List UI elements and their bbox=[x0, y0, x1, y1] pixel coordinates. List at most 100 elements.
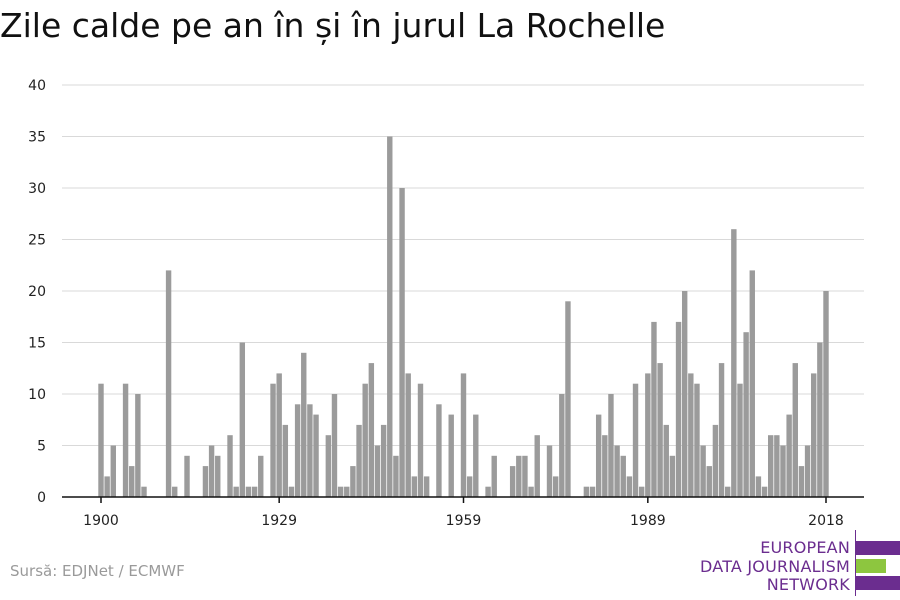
y-tick-label: 40 bbox=[28, 78, 46, 94]
bar-2007 bbox=[755, 476, 762, 497]
bar-1960 bbox=[466, 476, 473, 497]
edjnet-logo[interactable]: EUROPEAN DATA JOURNALISM NETWORK bbox=[700, 530, 900, 596]
bar-1947 bbox=[387, 136, 393, 497]
bar-2002 bbox=[724, 486, 731, 497]
bar-1928 bbox=[270, 383, 276, 497]
bar-1983 bbox=[608, 394, 614, 497]
bar-1905 bbox=[129, 466, 135, 497]
logo-text-line-1: EUROPEAN bbox=[760, 538, 850, 557]
bar-1975 bbox=[559, 394, 565, 497]
bar-1986 bbox=[626, 476, 633, 497]
bar-1926 bbox=[258, 455, 264, 497]
bar-1938 bbox=[331, 394, 338, 497]
bar-1984 bbox=[614, 445, 620, 497]
bar-1967 bbox=[509, 466, 516, 497]
bar-1953 bbox=[423, 476, 430, 497]
x-axis: 1900 1929 1959 1989 2018 bbox=[62, 496, 864, 529]
bar-1940 bbox=[344, 486, 350, 497]
bar-1900 bbox=[98, 383, 104, 497]
bar-1982 bbox=[602, 435, 608, 497]
bar-1943 bbox=[362, 383, 368, 497]
bar-1911 bbox=[165, 270, 172, 497]
logo-bar-green bbox=[856, 559, 886, 573]
bar-2013 bbox=[792, 363, 798, 497]
y-tick-label: 0 bbox=[37, 490, 46, 506]
bar-1970 bbox=[528, 486, 534, 497]
bar-2017 bbox=[817, 342, 823, 497]
bar-1999 bbox=[706, 466, 712, 497]
bar-1990 bbox=[651, 321, 657, 497]
bar-1988 bbox=[638, 486, 645, 497]
bar-1998 bbox=[700, 445, 706, 497]
x-tick-label: 1989 bbox=[630, 513, 666, 529]
bar-1944 bbox=[368, 363, 375, 497]
bar-1973 bbox=[546, 445, 553, 497]
source-note: Sursă: EDJNet / ECMWF bbox=[10, 562, 185, 580]
logo-text-line-3: NETWORK bbox=[766, 575, 850, 594]
bar-1957 bbox=[448, 414, 454, 497]
bar-2003 bbox=[731, 229, 737, 497]
bar-1907 bbox=[141, 486, 147, 497]
y-tick-label: 20 bbox=[28, 284, 46, 300]
bar-1950 bbox=[405, 373, 411, 497]
bars bbox=[98, 136, 829, 497]
bar-2018 bbox=[823, 291, 829, 497]
bar-1948 bbox=[393, 455, 399, 497]
bar-1994 bbox=[675, 321, 682, 497]
bar-1917 bbox=[202, 466, 209, 497]
bar-2015 bbox=[804, 445, 811, 497]
bar-1989 bbox=[645, 373, 651, 497]
bar-1959 bbox=[460, 373, 467, 497]
y-tick-label: 15 bbox=[28, 336, 46, 352]
logo-bar-purple-top bbox=[856, 541, 900, 555]
bar-1922 bbox=[233, 486, 239, 497]
bar-1955 bbox=[436, 404, 442, 497]
bar-1923 bbox=[239, 342, 246, 497]
bar-2005 bbox=[743, 332, 749, 497]
bar-2000 bbox=[712, 424, 719, 497]
bar-1951 bbox=[411, 476, 418, 497]
y-tick-label: 35 bbox=[28, 130, 46, 146]
bar-1934 bbox=[307, 404, 313, 497]
bar-1991 bbox=[657, 363, 663, 497]
bar-1918 bbox=[208, 445, 215, 497]
bar-1963 bbox=[485, 486, 491, 497]
bar-1925 bbox=[251, 486, 258, 497]
bar-2001 bbox=[718, 363, 725, 497]
bar-1987 bbox=[632, 383, 639, 497]
bar-2009 bbox=[768, 435, 774, 497]
bar-chart: 0 5 10 15 20 25 30 35 40 1900 1929 1959 1989 2018 bbox=[28, 78, 864, 529]
bar-1939 bbox=[337, 486, 344, 497]
bar-1961 bbox=[473, 414, 479, 497]
x-tick-label: 2018 bbox=[808, 513, 844, 529]
bar-1906 bbox=[135, 394, 141, 497]
bar-1941 bbox=[350, 466, 356, 497]
bar-2004 bbox=[737, 383, 743, 497]
logo-divider bbox=[855, 530, 856, 596]
bar-2011 bbox=[780, 445, 786, 497]
bar-1930 bbox=[282, 424, 289, 497]
y-axis-ticks: 0 5 10 15 20 25 30 35 40 bbox=[28, 78, 46, 506]
bar-1995 bbox=[681, 291, 688, 497]
bar-2006 bbox=[749, 270, 755, 497]
bar-1997 bbox=[694, 383, 700, 497]
bar-1924 bbox=[245, 486, 252, 497]
x-tick-label: 1959 bbox=[446, 513, 482, 529]
y-tick-label: 30 bbox=[28, 181, 46, 197]
bar-2014 bbox=[798, 466, 805, 497]
bar-1974 bbox=[552, 476, 559, 497]
bar-1946 bbox=[380, 424, 387, 497]
bar-1935 bbox=[313, 414, 319, 497]
x-tick-label: 1929 bbox=[261, 513, 297, 529]
bar-1921 bbox=[227, 435, 233, 497]
bar-1937 bbox=[325, 435, 332, 497]
bar-2016 bbox=[811, 373, 817, 497]
bar-1971 bbox=[534, 435, 540, 497]
bar-1929 bbox=[276, 373, 282, 497]
bar-1952 bbox=[417, 383, 424, 497]
bar-1992 bbox=[663, 424, 669, 497]
bar-1902 bbox=[110, 445, 116, 497]
bar-1968 bbox=[516, 455, 522, 497]
bar-1976 bbox=[565, 301, 571, 497]
bar-1969 bbox=[522, 455, 528, 497]
